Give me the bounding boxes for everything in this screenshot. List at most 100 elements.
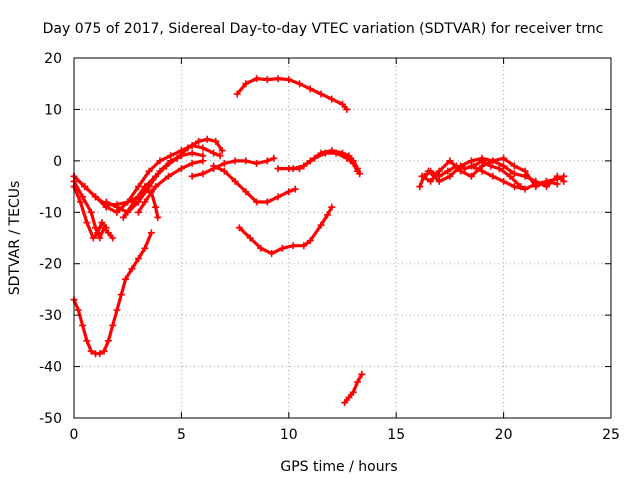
data-point-marker xyxy=(510,183,518,191)
data-point-marker xyxy=(289,242,297,250)
data-point-marker xyxy=(510,170,518,178)
data-point-marker xyxy=(119,213,127,221)
data-point-marker xyxy=(220,167,228,175)
data-point-marker xyxy=(79,193,87,201)
data-point-marker xyxy=(231,177,239,185)
data-point-marker xyxy=(306,237,314,245)
data-point-marker xyxy=(79,321,87,329)
data-point-marker xyxy=(96,350,104,358)
data-point-marker xyxy=(104,229,112,237)
data-point-marker xyxy=(109,234,117,242)
data-point-marker xyxy=(553,180,561,188)
data-series xyxy=(70,75,568,407)
data-point-marker xyxy=(506,172,514,180)
y-tick-label: 10 xyxy=(44,102,62,118)
data-point-marker xyxy=(285,188,293,196)
data-point-marker xyxy=(311,154,319,162)
data-point-marker xyxy=(147,229,155,237)
data-point-marker xyxy=(83,219,91,227)
data-point-marker xyxy=(165,172,173,180)
data-point-marker xyxy=(461,165,469,173)
data-point-marker xyxy=(235,224,243,232)
data-point-marker xyxy=(341,399,349,407)
series-arc-13 xyxy=(276,149,362,176)
data-point-marker xyxy=(495,165,503,173)
data-point-marker xyxy=(89,234,97,242)
data-point-marker xyxy=(489,172,497,180)
data-point-marker xyxy=(113,306,121,314)
series-arc-15 xyxy=(343,372,364,405)
series-arc-14 xyxy=(291,151,360,173)
data-point-marker xyxy=(199,144,207,152)
y-tick-label: 20 xyxy=(44,51,62,67)
data-point-marker xyxy=(263,76,271,84)
data-point-marker xyxy=(332,149,340,157)
data-point-marker xyxy=(76,198,84,206)
data-point-marker xyxy=(510,162,518,170)
data-point-marker xyxy=(418,172,426,180)
data-point-marker xyxy=(154,213,162,221)
data-point-marker xyxy=(96,234,104,242)
data-point-marker xyxy=(427,177,435,185)
plot-frame xyxy=(73,57,612,419)
data-point-marker xyxy=(300,242,308,250)
data-point-marker xyxy=(300,162,308,170)
data-point-marker xyxy=(152,172,160,180)
data-point-marker xyxy=(343,154,351,162)
data-point-marker xyxy=(444,167,452,175)
data-point-marker xyxy=(296,80,304,88)
axis-ticks: 0 5 10 15 20 25 -50 -40 -30 -20 -10 0 10 20 xyxy=(39,51,620,443)
data-point-marker xyxy=(274,193,282,201)
data-point-marker xyxy=(500,162,508,170)
data-point-marker xyxy=(91,224,99,232)
data-point-marker xyxy=(467,172,475,180)
data-point-marker xyxy=(130,198,138,206)
data-point-marker xyxy=(220,159,228,167)
data-point-marker xyxy=(102,198,110,206)
data-point-marker xyxy=(98,219,106,227)
y-tick-label: -20 xyxy=(39,257,62,273)
data-point-marker xyxy=(521,185,529,193)
data-point-marker xyxy=(317,90,325,98)
data-point-marker xyxy=(358,370,366,378)
y-tick-label: -30 xyxy=(39,308,62,324)
data-point-marker xyxy=(500,154,508,162)
series-arc-12 xyxy=(237,205,334,255)
data-point-marker xyxy=(560,172,568,180)
data-point-marker xyxy=(323,211,331,219)
data-point-marker xyxy=(184,144,192,152)
data-point-marker xyxy=(435,167,443,175)
data-point-marker xyxy=(467,162,475,170)
x-tick-label: 0 xyxy=(70,427,79,443)
y-tick-label: -10 xyxy=(39,205,62,221)
data-point-marker xyxy=(457,162,465,170)
data-point-marker xyxy=(289,165,297,173)
data-point-marker xyxy=(173,154,181,162)
data-point-marker xyxy=(343,105,351,113)
data-point-marker xyxy=(233,90,241,98)
data-point-marker xyxy=(274,75,282,83)
data-point-marker xyxy=(134,208,142,216)
data-point-marker xyxy=(291,185,299,193)
data-point-marker xyxy=(242,188,250,196)
data-point-marker xyxy=(199,170,207,178)
data-point-marker xyxy=(253,198,261,206)
data-point-marker xyxy=(104,337,112,345)
chart-title: Day 075 of 2017, Sidereal Day-to-day VTE… xyxy=(43,21,604,37)
x-tick-label: 25 xyxy=(602,427,620,443)
data-point-marker xyxy=(317,221,325,229)
data-point-marker xyxy=(218,147,226,155)
data-point-marker xyxy=(152,203,160,211)
y-axis-label: SDTVAR / TECUs xyxy=(7,181,23,296)
data-point-marker xyxy=(231,157,239,165)
y-tick-label: -50 xyxy=(39,411,62,427)
data-point-marker xyxy=(500,177,508,185)
data-point-marker xyxy=(122,275,130,283)
data-point-marker xyxy=(349,159,357,167)
data-point-marker xyxy=(270,154,278,162)
data-point-marker xyxy=(285,76,293,84)
data-point-marker xyxy=(242,157,250,165)
data-point-marker xyxy=(339,100,346,108)
data-point-marker xyxy=(177,165,185,173)
